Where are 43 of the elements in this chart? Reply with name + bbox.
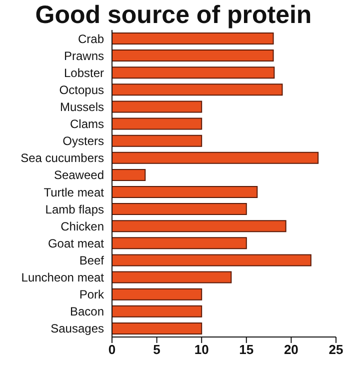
bar — [112, 168, 146, 181]
bar — [112, 220, 286, 232]
x-tick-label: 10 — [194, 342, 209, 358]
bar — [112, 100, 202, 113]
bar — [112, 305, 202, 318]
y-tick-label: Goat meat — [48, 236, 105, 250]
bar — [112, 288, 202, 300]
x-tick-label: 15 — [239, 342, 254, 358]
y-tick-label: Sea cucumbers — [20, 151, 104, 166]
x-tick-label: 5 — [153, 342, 160, 358]
y-tick-label: Bacon — [70, 304, 104, 319]
y-tick-label: Lobster — [64, 66, 104, 80]
bar — [112, 152, 319, 164]
y-tick-label: Turtle meat — [44, 185, 105, 200]
bar — [112, 254, 312, 266]
x-tick-label: 25 — [328, 342, 344, 358]
y-tick-label: Prawns — [64, 48, 104, 63]
chart-title: Good source of protein — [34, 1, 313, 29]
bar — [112, 66, 275, 79]
y-tick-label: Lamb flaps — [45, 202, 104, 216]
bar — [112, 50, 274, 62]
y-tick-label: Crab — [78, 32, 104, 46]
y-tick-label: Chicken — [60, 219, 104, 234]
bar — [112, 271, 232, 284]
bar — [112, 203, 247, 216]
y-tick-label: Seaweed — [54, 168, 104, 182]
x-tick-label: 0 — [108, 342, 116, 358]
bar — [112, 186, 258, 198]
bar — [112, 84, 283, 96]
bar — [112, 237, 247, 250]
bar — [112, 32, 274, 44]
bar — [112, 134, 202, 147]
y-tick-label: Octopus — [59, 82, 104, 97]
y-tick-label: Beef — [79, 254, 105, 268]
x-tick-label: 20 — [284, 342, 298, 358]
y-tick-label: Sausages — [50, 322, 104, 336]
y-tick-label: Pork — [79, 288, 105, 302]
bar — [112, 118, 202, 130]
bar — [112, 322, 202, 334]
y-tick-label: Luncheon meat — [21, 270, 105, 285]
y-tick-label: Oysters — [62, 134, 104, 148]
y-tick-label: Clams — [70, 117, 104, 132]
y-tick-label: Mussels — [60, 100, 104, 114]
